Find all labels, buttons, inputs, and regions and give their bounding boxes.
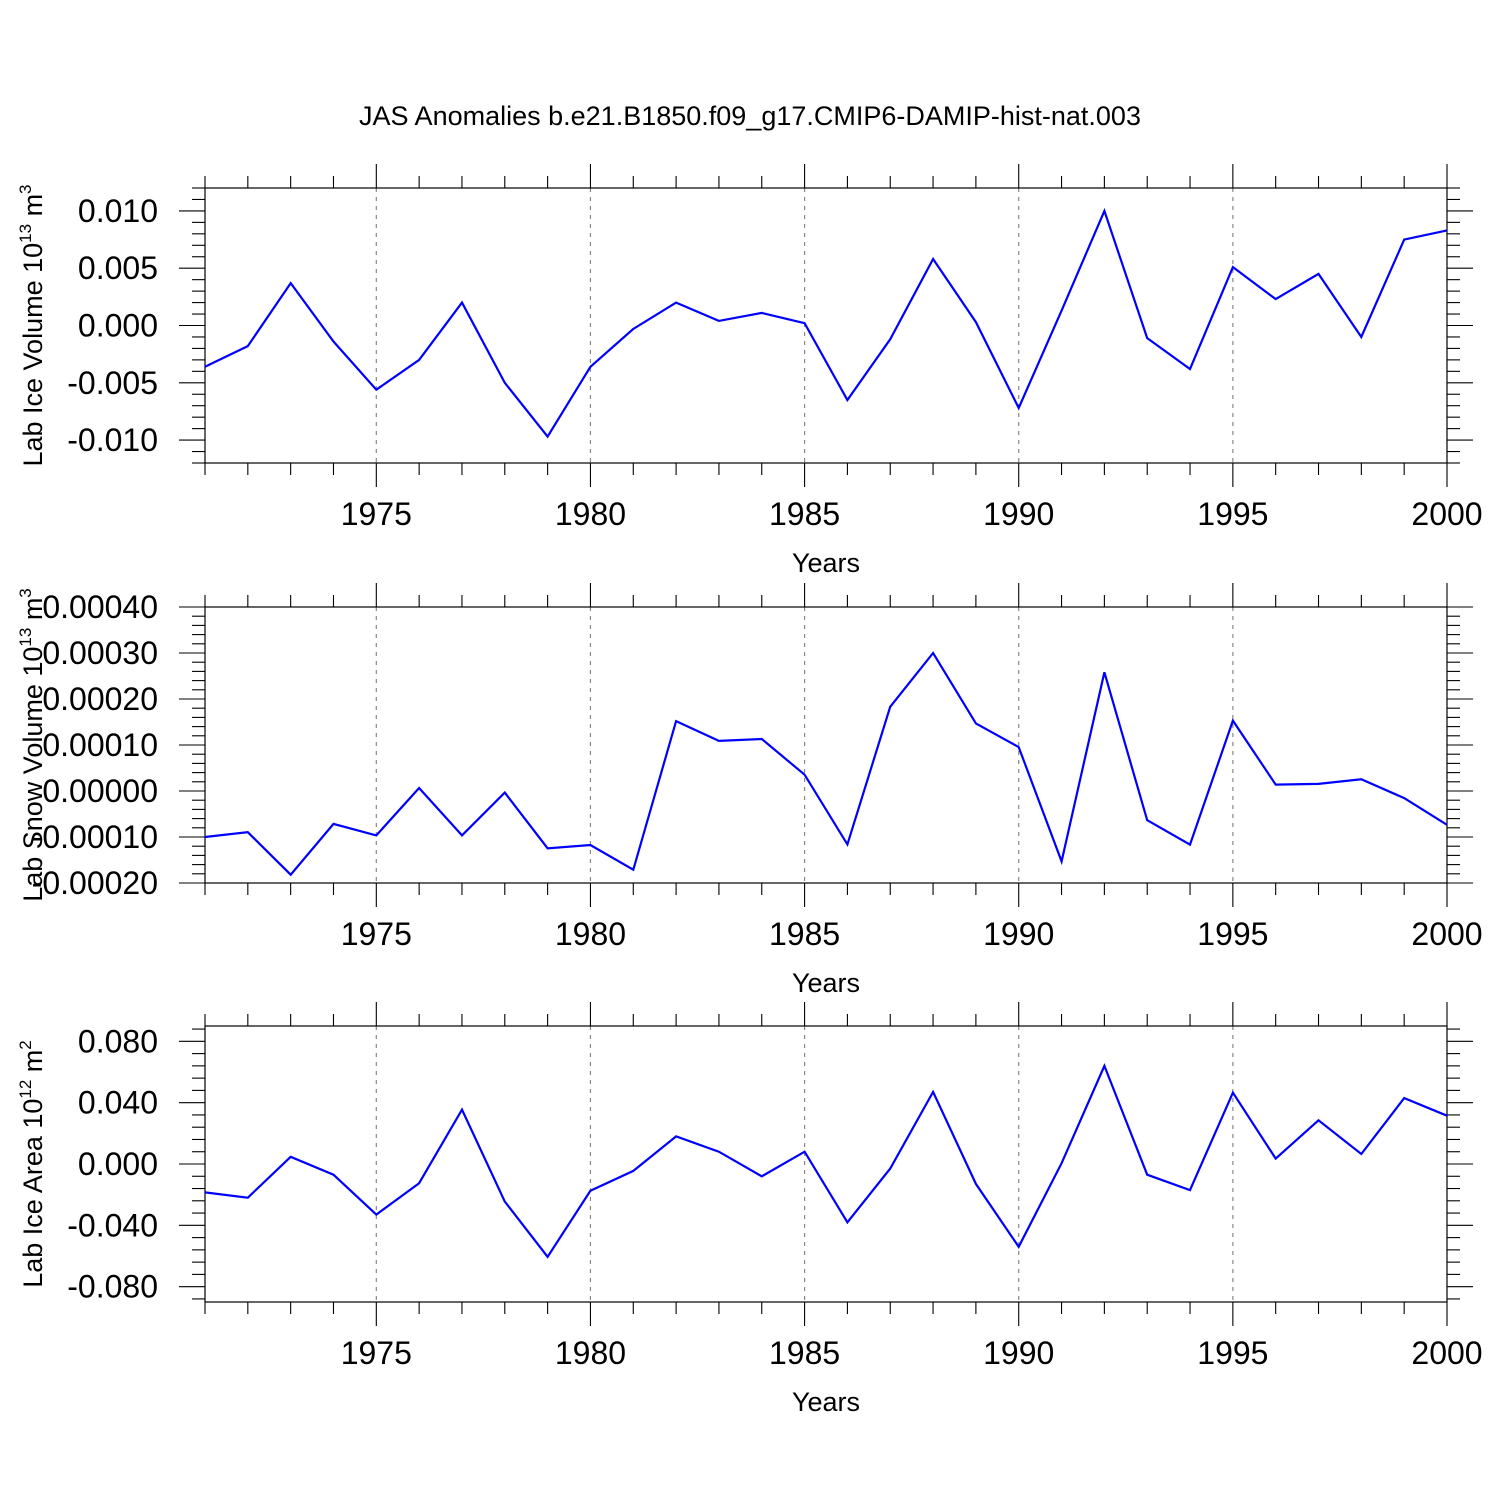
y-axis-title-part: 13 [16,224,35,243]
series-line [204,1063,1448,1259]
x-tick-label: 1980 [555,916,626,952]
y-axis-title: Lab Ice Volume 1013 m3 [16,184,48,466]
y-tick-label: 0.00030 [42,635,158,671]
panel-snow-volume: 1975 1980 1985 1990 1995 2000 Years 0.00040 0.00… [16,583,1483,998]
y-axis-title: Lab Snow Volume 1013 m3 [16,588,48,902]
y-axis-title-part: Lab Ice Area 10 [18,1099,48,1288]
x-axis-title: Years [792,968,860,998]
y-axis-title-part: 3 [16,184,35,193]
x-tick-label: 2000 [1411,916,1482,952]
x-tick-label: 1995 [1197,916,1268,952]
y-tick-label: -0.010 [67,422,158,458]
y-tick-label: 0.00010 [42,727,158,763]
x-tick-label: 1985 [769,496,840,532]
y-tick-label: -0.005 [67,365,158,401]
x-tick-label: 2000 [1411,496,1482,532]
plot-frame [204,606,1448,884]
series-line [204,207,1448,439]
y-tick-label: -0.00010 [32,819,158,855]
x-tick-label: 1980 [555,1335,626,1371]
y-axis-title-part: m [18,598,48,628]
x-tick-label: 1975 [341,916,412,952]
y-tick-label: 0.00040 [42,589,158,625]
y-axis-title-part: 3 [16,588,35,597]
chart-title: JAS Anomalies b.e21.B1850.f09_g17.CMIP6-… [359,101,1141,131]
y-axis-title-part: m [18,1050,48,1080]
y-tick-label: -0.080 [67,1269,158,1305]
series-line [204,651,1448,877]
x-tick-label: 1980 [555,496,626,532]
x-tick-label: 2000 [1411,1335,1482,1371]
x-tick-label: 1990 [983,916,1054,952]
x-axis-title: Years [792,548,860,578]
y-axis-title-part: 2 [16,1040,35,1049]
y-axis-title-part: Lab Ice Volume 10 [18,243,48,467]
plot-frame [204,187,1448,464]
y-tick-label: 0.00000 [42,773,158,809]
x-tick-label: 1990 [983,1335,1054,1371]
y-axis-title-part: m [18,194,48,224]
panel-ice-volume: 1975 1980 1985 1990 1995 2000 Years 0.010 0.005 0… [16,164,1483,578]
y-tick-label: 0.010 [78,193,158,229]
y-tick-label: 0.000 [78,308,158,344]
panels: 1975 1980 1985 1990 1995 2000 Years 0.010 0.005 0… [16,164,1483,1417]
panel-ice-area: 1975 1980 1985 1990 1995 2000 Years 0.080 0.040 0… [16,1002,1483,1417]
x-tick-label: 1995 [1197,496,1268,532]
y-axis-title: Lab Ice Area 1012 m2 [16,1040,48,1288]
x-tick-label: 1990 [983,496,1054,532]
y-tick-label: -0.040 [67,1207,158,1243]
x-tick-label: 1985 [769,916,840,952]
y-tick-label: 0.040 [78,1085,158,1121]
plot-frame [204,1025,1448,1303]
y-tick-label: 0.000 [78,1146,158,1182]
y-axis-title-part: 13 [16,628,35,647]
y-axis-title-part: Lab Snow Volume 10 [18,647,48,902]
x-tick-label: 1975 [341,1335,412,1371]
x-tick-label: 1985 [769,1335,840,1371]
y-tick-label: 0.080 [78,1023,158,1059]
x-tick-label: 1995 [1197,1335,1268,1371]
y-tick-label: 0.005 [78,250,158,286]
y-tick-label: 0.00020 [42,681,158,717]
x-tick-label: 1975 [341,496,412,532]
y-tick-label: -0.00020 [32,865,158,901]
x-axis-title: Years [792,1387,860,1417]
y-axis-title-part: 12 [16,1080,35,1099]
